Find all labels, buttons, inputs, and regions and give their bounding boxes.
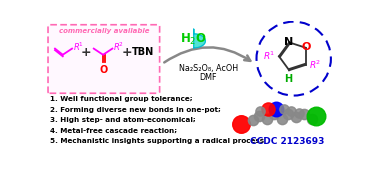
- Text: +: +: [122, 46, 132, 59]
- Point: [313, 115, 319, 118]
- Point: [280, 108, 287, 111]
- Point: [288, 110, 294, 112]
- Text: commercially available: commercially available: [59, 28, 149, 34]
- Point: [273, 107, 279, 110]
- Text: CCDC 2123693: CCDC 2123693: [250, 136, 325, 145]
- Text: 4. Metal-free cascade reaction;: 4. Metal-free cascade reaction;: [50, 128, 178, 133]
- Point: [296, 111, 302, 114]
- Text: H$_2$O: H$_2$O: [180, 32, 207, 47]
- Point: [279, 117, 285, 120]
- FancyBboxPatch shape: [48, 25, 160, 93]
- Polygon shape: [194, 29, 205, 48]
- Point: [308, 117, 314, 120]
- Point: [249, 119, 256, 122]
- Text: DMF: DMF: [200, 73, 217, 82]
- Point: [271, 113, 277, 115]
- Text: 3. High step- and atom-economical;: 3. High step- and atom-economical;: [50, 117, 196, 123]
- Text: 5. Mechanistic insights supporting a radical process: 5. Mechanistic insights supporting a rad…: [50, 138, 265, 144]
- Text: 2. Forming diverse new bonds in one-pot;: 2. Forming diverse new bonds in one-pot;: [50, 107, 221, 113]
- Text: R$^2$: R$^2$: [113, 41, 124, 53]
- Text: 1. Well functional group tolerance;: 1. Well functional group tolerance;: [50, 96, 193, 102]
- Text: N: N: [284, 37, 293, 47]
- Text: R$^2$: R$^2$: [309, 59, 321, 71]
- Point: [257, 110, 263, 112]
- Text: TBN: TBN: [132, 48, 155, 57]
- Text: R$^1$: R$^1$: [73, 41, 84, 53]
- Point: [265, 107, 271, 110]
- Point: [293, 116, 299, 118]
- Text: H: H: [284, 74, 293, 84]
- Text: +: +: [81, 46, 91, 59]
- Text: O: O: [302, 42, 311, 52]
- Point: [238, 123, 244, 125]
- FancyArrowPatch shape: [164, 47, 250, 62]
- Text: Na₂S₂O₈, AcOH: Na₂S₂O₈, AcOH: [179, 64, 238, 73]
- Text: R$^1$: R$^1$: [263, 50, 275, 62]
- Point: [285, 113, 291, 115]
- Text: O: O: [100, 65, 108, 75]
- Point: [301, 113, 307, 115]
- Point: [263, 117, 270, 120]
- Point: [256, 114, 262, 117]
